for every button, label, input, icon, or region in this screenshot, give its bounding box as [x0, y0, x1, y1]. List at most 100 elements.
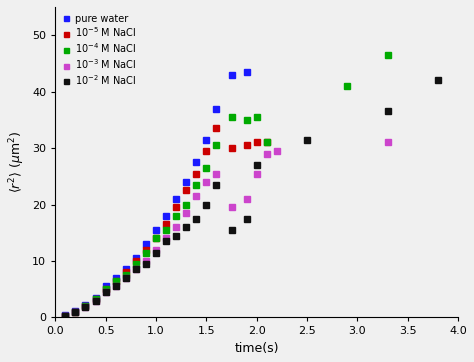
- 10^{-3} M NaCl: [183, 211, 189, 215]
- 10^{-4} M NaCl: [113, 279, 118, 283]
- pure water: [103, 284, 109, 289]
- 10^{-5} M NaCl: [93, 297, 99, 302]
- 10^{-3} M NaCl: [82, 305, 88, 310]
- X-axis label: time(s): time(s): [235, 342, 279, 355]
- 10^{-2} M NaCl: [254, 163, 260, 167]
- pure water: [123, 267, 128, 272]
- 10^{-4} M NaCl: [82, 304, 88, 308]
- pure water: [153, 228, 159, 232]
- 10^{-5} M NaCl: [63, 313, 68, 318]
- 10^{-3} M NaCl: [203, 180, 209, 184]
- 10^{-2} M NaCl: [385, 109, 391, 114]
- 10^{-4} M NaCl: [173, 214, 179, 218]
- 10^{-4} M NaCl: [345, 84, 350, 88]
- pure water: [228, 72, 234, 77]
- pure water: [214, 106, 219, 111]
- 10^{-5} M NaCl: [214, 126, 219, 131]
- 10^{-4} M NaCl: [163, 228, 169, 232]
- 10^{-5} M NaCl: [254, 140, 260, 145]
- 10^{-4} M NaCl: [385, 53, 391, 57]
- 10^{-5} M NaCl: [173, 205, 179, 210]
- pure water: [82, 303, 88, 307]
- 10^{-3} M NaCl: [153, 248, 159, 252]
- 10^{-2} M NaCl: [63, 313, 68, 318]
- 10^{-4} M NaCl: [93, 297, 99, 302]
- 10^{-5} M NaCl: [82, 304, 88, 308]
- pure water: [173, 197, 179, 201]
- 10^{-5} M NaCl: [163, 222, 169, 227]
- Legend: pure water, $10^{-5}$ M NaCl, $10^{-4}$ M NaCl, $10^{-3}$ M NaCl, $10^{-2}$ M Na: pure water, $10^{-5}$ M NaCl, $10^{-4}$ …: [60, 12, 138, 89]
- 10^{-3} M NaCl: [143, 259, 149, 263]
- 10^{-4} M NaCl: [143, 251, 149, 255]
- 10^{-5} M NaCl: [103, 287, 109, 291]
- 10^{-3} M NaCl: [133, 267, 139, 272]
- 10^{-3} M NaCl: [73, 310, 78, 314]
- pure water: [143, 242, 149, 246]
- pure water: [203, 138, 209, 142]
- 10^{-5} M NaCl: [228, 146, 234, 150]
- Line: 10^{-5} M NaCl: 10^{-5} M NaCl: [63, 126, 270, 319]
- 10^{-5} M NaCl: [264, 140, 270, 145]
- 10^{-4} M NaCl: [228, 115, 234, 119]
- 10^{-2} M NaCl: [73, 310, 78, 315]
- 10^{-4} M NaCl: [123, 273, 128, 277]
- 10^{-5} M NaCl: [113, 279, 118, 283]
- 10^{-3} M NaCl: [385, 140, 391, 145]
- 10^{-3} M NaCl: [274, 149, 280, 153]
- Line: pure water: pure water: [63, 69, 249, 318]
- 10^{-5} M NaCl: [203, 149, 209, 153]
- 10^{-3} M NaCl: [173, 225, 179, 229]
- pure water: [163, 214, 169, 218]
- 10^{-5} M NaCl: [133, 259, 139, 263]
- 10^{-2} M NaCl: [183, 225, 189, 229]
- 10^{-2} M NaCl: [123, 276, 128, 280]
- 10^{-2} M NaCl: [304, 138, 310, 142]
- 10^{-4} M NaCl: [103, 287, 109, 291]
- pure water: [244, 70, 249, 74]
- 10^{-2} M NaCl: [82, 305, 88, 310]
- pure water: [63, 313, 68, 317]
- 10^{-5} M NaCl: [73, 310, 78, 314]
- 10^{-3} M NaCl: [193, 194, 199, 198]
- 10^{-4} M NaCl: [133, 262, 139, 266]
- Line: 10^{-3} M NaCl: 10^{-3} M NaCl: [63, 140, 391, 319]
- 10^{-3} M NaCl: [63, 313, 68, 318]
- 10^{-5} M NaCl: [183, 188, 189, 193]
- 10^{-4} M NaCl: [264, 140, 270, 145]
- 10^{-5} M NaCl: [123, 270, 128, 274]
- 10^{-5} M NaCl: [143, 248, 149, 252]
- 10^{-2} M NaCl: [113, 284, 118, 289]
- 10^{-5} M NaCl: [153, 236, 159, 241]
- 10^{-4} M NaCl: [244, 118, 249, 122]
- 10^{-3} M NaCl: [214, 171, 219, 176]
- pure water: [183, 180, 189, 184]
- 10^{-2} M NaCl: [103, 290, 109, 294]
- Y-axis label: $\langle r^2\rangle$ ($\mu$m$^2$): $\langle r^2\rangle$ ($\mu$m$^2$): [7, 131, 27, 193]
- 10^{-2} M NaCl: [93, 298, 99, 303]
- pure water: [193, 160, 199, 164]
- pure water: [113, 276, 118, 280]
- Line: 10^{-2} M NaCl: 10^{-2} M NaCl: [63, 77, 441, 319]
- 10^{-3} M NaCl: [264, 152, 270, 156]
- 10^{-3} M NaCl: [228, 205, 234, 210]
- 10^{-2} M NaCl: [163, 239, 169, 243]
- 10^{-4} M NaCl: [203, 166, 209, 170]
- 10^{-3} M NaCl: [244, 197, 249, 201]
- Line: 10^{-4} M NaCl: 10^{-4} M NaCl: [63, 52, 391, 319]
- 10^{-2} M NaCl: [173, 233, 179, 238]
- 10^{-2} M NaCl: [133, 267, 139, 272]
- 10^{-3} M NaCl: [113, 284, 118, 289]
- 10^{-4} M NaCl: [193, 182, 199, 187]
- 10^{-4} M NaCl: [254, 115, 260, 119]
- pure water: [73, 308, 78, 313]
- 10^{-5} M NaCl: [244, 143, 249, 147]
- 10^{-2} M NaCl: [143, 262, 149, 266]
- 10^{-3} M NaCl: [254, 171, 260, 176]
- 10^{-3} M NaCl: [123, 276, 128, 280]
- 10^{-4} M NaCl: [153, 236, 159, 241]
- 10^{-3} M NaCl: [103, 290, 109, 294]
- pure water: [133, 256, 139, 260]
- 10^{-2} M NaCl: [203, 202, 209, 207]
- 10^{-3} M NaCl: [93, 298, 99, 303]
- pure water: [93, 295, 99, 300]
